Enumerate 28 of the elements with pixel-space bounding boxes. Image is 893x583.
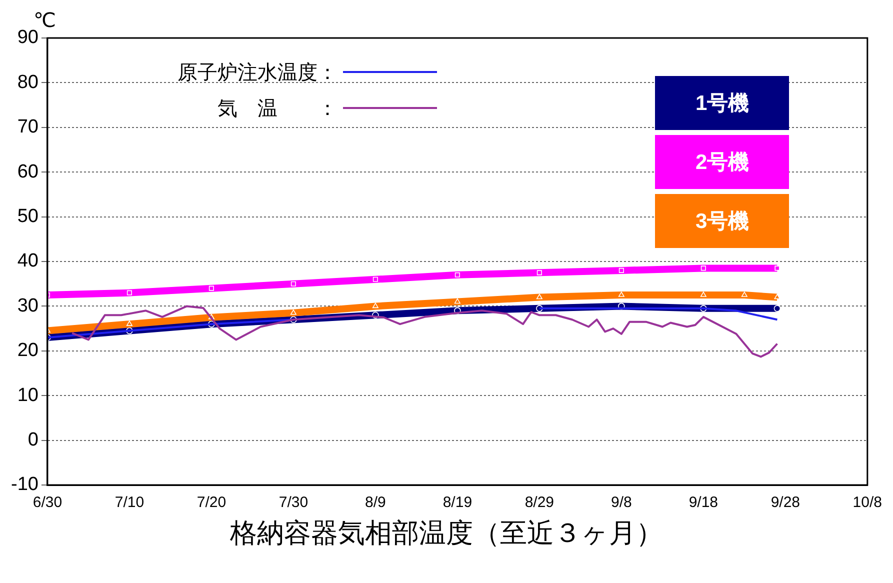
- y-tick-label: -10: [10, 474, 38, 496]
- x-tick-label: 8/9: [365, 494, 386, 512]
- y-tick-label: 90: [17, 27, 38, 48]
- y-tick-label: 60: [17, 161, 38, 182]
- x-tick-label: 8/29: [524, 494, 554, 512]
- x-tick-label: 10/8: [852, 494, 882, 512]
- y-tick-label: 50: [17, 206, 38, 228]
- y-tick-label: 10: [17, 384, 38, 406]
- x-tick-label: 7/20: [196, 494, 226, 512]
- x-tick-label: 8/19: [442, 494, 472, 512]
- y-tick-label: 0: [28, 430, 38, 451]
- x-tick-label: 6/30: [32, 494, 62, 512]
- y-tick-label: 20: [17, 340, 38, 362]
- legend-label: 気 温 ：: [216, 96, 338, 122]
- y-tick-label: 40: [17, 250, 38, 272]
- y-tick-label: 70: [17, 116, 38, 138]
- text: 2号機: [655, 135, 790, 189]
- x-tick-label: 9/28: [770, 494, 800, 512]
- y-tick-label: 30: [17, 295, 38, 316]
- x-tick-label: 7/10: [114, 494, 144, 512]
- x-tick-label: 9/18: [688, 494, 718, 512]
- x-tick-label: 7/30: [278, 494, 308, 512]
- text: 1号機: [655, 76, 790, 130]
- text: 3号機: [655, 194, 790, 248]
- x-tick-label: 9/8: [610, 494, 632, 512]
- legend-label: 原子炉注水温度：: [176, 60, 338, 86]
- text: 格納容器気相部温度（至近３ヶ月）: [229, 517, 664, 550]
- y-tick-label: 80: [17, 72, 38, 93]
